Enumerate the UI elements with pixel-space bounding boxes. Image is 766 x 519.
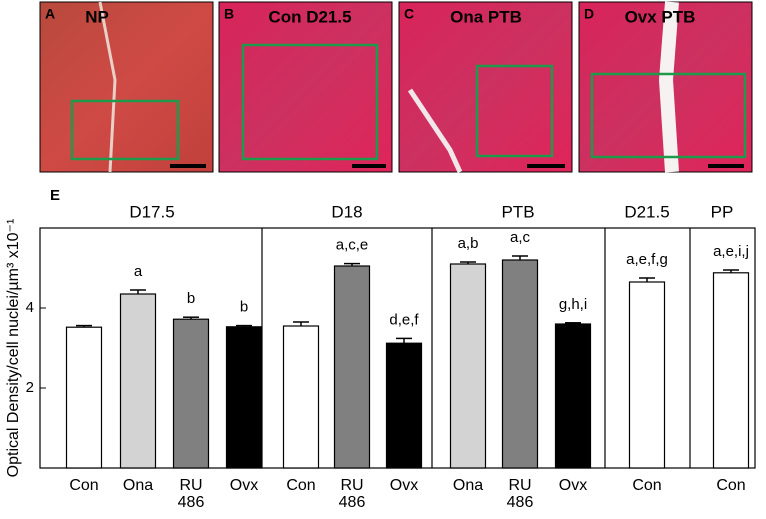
bar (628, 281, 666, 469)
bar (333, 265, 371, 469)
annotation: a,e,f,g (626, 251, 668, 268)
tissue-gap (407, 88, 463, 174)
bar (501, 259, 539, 469)
panel-title: Ovx PTB (625, 7, 696, 26)
annotation: b (187, 290, 195, 307)
group-label: D21.5 (624, 202, 669, 221)
annotation: a (134, 263, 143, 280)
bar (119, 293, 157, 469)
group-label: PP (711, 202, 734, 221)
x-tick-label: Ovx (558, 477, 588, 494)
y-axis-label: Optical Density/cell nuclei/µm³ x10⁻¹ (5, 219, 22, 478)
panel-title: Ona PTB (450, 7, 522, 26)
bar (282, 325, 320, 469)
bar (65, 326, 103, 469)
y-tick-label: 2 (26, 379, 34, 396)
panel-title: Con D21.5 (268, 7, 351, 26)
panel-letter: E (50, 187, 60, 204)
annotation: d,e,f (389, 311, 419, 328)
roi-box (475, 64, 554, 158)
x-tick-label: RU 486 (506, 477, 534, 511)
panel-title: NP (85, 7, 109, 26)
panel-letter: C (404, 6, 414, 22)
bar (449, 263, 487, 469)
panel-images (39, 1, 753, 174)
roi-box (590, 72, 747, 159)
x-tick-label: Ona (122, 477, 154, 494)
annotation: a,e,i,j (713, 243, 749, 260)
image-b (218, 1, 393, 173)
scale-bar (170, 164, 206, 168)
x-tick-label: RU 486 (338, 477, 366, 511)
tissue-gap (98, 1, 117, 173)
bar (225, 326, 263, 469)
image-a (39, 1, 214, 173)
y-tick-label: 4 (26, 299, 34, 316)
annotation: a,c (510, 229, 531, 246)
bar (712, 272, 750, 469)
x-tick-label: Con (716, 477, 746, 494)
annotation: a,b (458, 235, 479, 252)
panel-letter: D (584, 6, 594, 22)
x-tick-label: Ovx (229, 477, 259, 494)
x-tick-label: Con (286, 477, 316, 494)
panel-letter: A (45, 6, 55, 22)
annotation: b (240, 299, 248, 316)
scale-bar (527, 164, 565, 168)
x-tick-label: Con (69, 477, 99, 494)
scale-bar (708, 164, 744, 168)
annotation: g,h,i (559, 296, 587, 313)
group-label: D18 (331, 202, 362, 221)
scale-bar (352, 164, 386, 168)
bar (385, 342, 423, 469)
group-label: D17.5 (129, 202, 174, 221)
x-tick-label: Ovx (389, 477, 419, 494)
roi-box (241, 43, 379, 161)
x-tick-label: Ona (452, 477, 484, 494)
bar (172, 318, 210, 469)
x-tick-label: RU 486 (177, 477, 205, 511)
group-label: PTB (501, 202, 534, 221)
annotation: a,c,e (336, 237, 369, 254)
bar (554, 323, 592, 469)
panel-letter: B (224, 6, 234, 22)
image-c (398, 1, 573, 173)
tissue-gap (658, 1, 679, 173)
roi-box (70, 99, 180, 161)
x-tick-label: Con (632, 477, 662, 494)
